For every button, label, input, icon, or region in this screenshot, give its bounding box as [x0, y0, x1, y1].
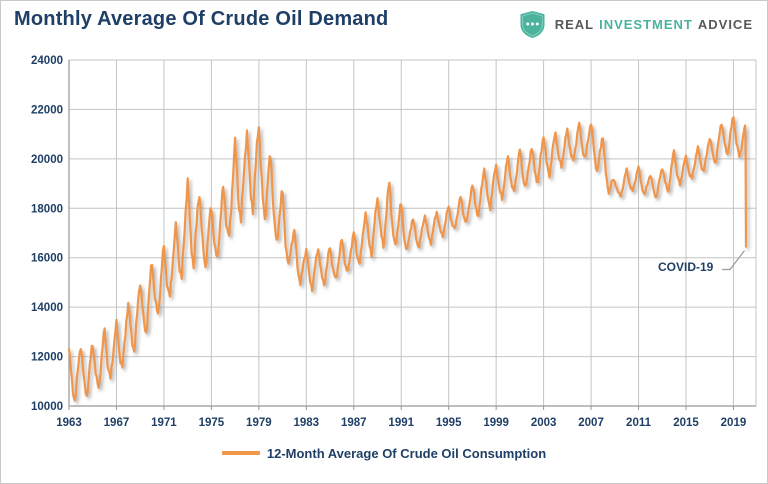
- svg-text:1983: 1983: [294, 417, 320, 429]
- svg-text:1963: 1963: [56, 417, 82, 429]
- covid-leader-line: [722, 250, 745, 271]
- gridlines: [69, 59, 757, 407]
- chart-legend: 12-Month Average Of Crude Oil Consumptio…: [1, 441, 767, 465]
- chart-title: Monthly Average Of Crude Oil Demand: [14, 8, 389, 30]
- svg-text:2019: 2019: [721, 417, 747, 429]
- svg-text:1971: 1971: [151, 417, 177, 429]
- covid-annotation: COVID-19: [658, 260, 714, 274]
- svg-text:24000: 24000: [31, 55, 63, 67]
- brand-logo: REAL INVESTMENT ADVICE: [519, 10, 753, 39]
- brand-word-investment: INVESTMENT: [599, 17, 693, 32]
- svg-text:1999: 1999: [483, 417, 509, 429]
- svg-text:18000: 18000: [31, 203, 63, 215]
- svg-text:10000: 10000: [31, 401, 63, 413]
- svg-text:2015: 2015: [673, 417, 699, 429]
- svg-text:1979: 1979: [246, 417, 272, 429]
- svg-text:2011: 2011: [626, 417, 652, 429]
- svg-text:22000: 22000: [31, 104, 63, 116]
- legend-label: 12-Month Average Of Crude Oil Consumptio…: [266, 445, 547, 461]
- svg-text:1967: 1967: [104, 417, 130, 429]
- shield-icon: [520, 11, 545, 38]
- svg-text:1975: 1975: [199, 417, 225, 429]
- svg-text:2007: 2007: [578, 417, 604, 429]
- svg-text:1995: 1995: [436, 417, 462, 429]
- series-line: [67, 116, 748, 402]
- svg-text:1987: 1987: [341, 417, 367, 429]
- svg-text:12000: 12000: [31, 352, 63, 364]
- svg-text:14000: 14000: [31, 302, 63, 314]
- svg-text:16000: 16000: [31, 253, 63, 265]
- brand-name: REAL INVESTMENT ADVICE: [555, 17, 753, 32]
- legend-line-swatch: [221, 451, 260, 455]
- svg-text:2003: 2003: [531, 417, 557, 429]
- svg-text:1991: 1991: [388, 417, 414, 429]
- axis-tick-labels: 24000 22000 20000 18000 16000 14000 12000 10000…: [31, 55, 746, 429]
- svg-text:20000: 20000: [31, 154, 63, 166]
- axes: [68, 60, 756, 410]
- brand-word-advice: ADVICE: [697, 17, 753, 32]
- brand-word-real: REAL: [554, 17, 595, 32]
